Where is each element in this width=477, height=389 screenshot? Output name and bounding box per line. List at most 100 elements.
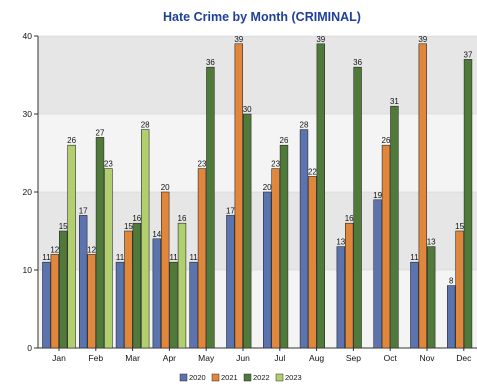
bar-2020-feb	[79, 215, 88, 349]
legend: 2020 2021 2022 2023	[179, 373, 302, 382]
data-label: 15	[455, 222, 464, 231]
bar-2022-jun	[243, 113, 252, 349]
x-tick-label: May	[198, 353, 215, 363]
data-label: 17	[79, 206, 88, 215]
data-label: 39	[316, 35, 325, 44]
data-label: 16	[178, 214, 187, 223]
bar-2020-nov	[410, 261, 419, 349]
data-label: 31	[390, 97, 399, 106]
bar-2022-sep	[353, 66, 362, 349]
bar-2023-apr	[177, 222, 187, 349]
bar-2020-dec	[446, 285, 456, 349]
bar-2021-jul	[271, 168, 280, 349]
data-label: 28	[141, 121, 150, 130]
data-label: 16	[345, 214, 354, 223]
bar-2022-may	[206, 66, 215, 349]
grid-band	[38, 36, 477, 114]
bar-2021-may	[197, 168, 207, 349]
bar-2020-sep	[336, 246, 345, 349]
bar-2022-jul	[279, 144, 289, 349]
y-tick-label: 40	[23, 31, 33, 41]
bar-2020-mar	[115, 261, 125, 349]
data-label: 15	[59, 222, 68, 231]
x-tick-label: Jun	[236, 353, 250, 363]
x-axis: Jan Feb Mar Apr May Jun Jul Aug Sep Oct Nov Dec	[38, 347, 477, 363]
x-tick-label: Sep	[346, 353, 361, 363]
legend-label-2020: 2020	[189, 373, 206, 382]
data-label: 26	[67, 136, 76, 145]
bar-2022-aug	[316, 43, 325, 349]
bar-2022-feb	[95, 137, 105, 349]
x-tick-label: Aug	[309, 353, 324, 363]
data-label: 30	[243, 105, 252, 114]
x-tick-label: Apr	[163, 353, 176, 363]
data-label: 20	[161, 183, 170, 192]
bar-2020-may	[189, 261, 198, 349]
data-label: 13	[427, 238, 436, 247]
legend-label-2023: 2023	[285, 373, 302, 382]
x-tick-label: Jul	[274, 353, 285, 363]
legend-swatch-2021	[211, 373, 220, 382]
data-label: 36	[206, 58, 215, 67]
bar-2023-mar	[141, 129, 150, 349]
x-tick-label: Nov	[419, 353, 435, 363]
data-label: 8	[449, 277, 454, 286]
data-label: 39	[234, 35, 243, 44]
bar-2020-apr	[152, 238, 161, 349]
bar-2021-jun	[234, 43, 243, 349]
data-labels: 1112152617122723111516281420111611233617…	[42, 35, 473, 286]
data-label: 26	[280, 136, 289, 145]
x-tick-label: Feb	[88, 353, 103, 363]
data-label: 37	[464, 50, 473, 59]
data-label: 23	[104, 160, 113, 169]
bar-2020-jun	[226, 215, 235, 349]
x-tick-label: Jan	[52, 353, 66, 363]
data-label: 11	[116, 253, 125, 262]
bar-2021-feb	[87, 254, 96, 349]
legend-swatch-2023	[275, 373, 284, 382]
data-label: 14	[152, 230, 161, 239]
data-label: 13	[336, 238, 345, 247]
data-label: 27	[96, 128, 105, 137]
bar-2021-dec	[455, 230, 464, 349]
bar-2022-apr	[169, 261, 178, 349]
y-tick-label: 20	[23, 187, 33, 197]
legend-swatch-2022	[243, 373, 252, 382]
data-label: 11	[169, 253, 178, 262]
data-label: 19	[373, 191, 382, 200]
data-label: 15	[124, 222, 133, 231]
bar-2021-nov	[418, 43, 427, 349]
x-tick-label: Mar	[125, 353, 140, 363]
data-label: 12	[87, 245, 96, 254]
y-tick-label: 30	[23, 109, 33, 119]
bar-2022-dec	[463, 59, 473, 349]
bar-2020-jul	[262, 191, 272, 349]
data-label: 11	[410, 253, 419, 262]
y-axis: 0 10 20 30 40	[23, 31, 39, 353]
bars	[42, 43, 473, 349]
bar-2021-jan	[50, 254, 60, 349]
data-label: 17	[226, 206, 235, 215]
bar-2022-nov	[426, 246, 436, 349]
data-label: 20	[263, 183, 272, 192]
data-label: 16	[132, 214, 141, 223]
bar-2020-jan	[42, 261, 51, 349]
data-label: 11	[42, 253, 51, 262]
bar-2020-aug	[299, 129, 309, 349]
data-label: 12	[50, 245, 59, 254]
chart-title: Hate Crime by Month (CRIMINAL)	[163, 10, 361, 24]
data-label: 26	[382, 136, 391, 145]
bar-2021-oct	[381, 144, 391, 349]
data-label: 23	[198, 160, 207, 169]
bar-2020-oct	[373, 199, 382, 349]
data-label: 11	[189, 253, 198, 262]
x-tick-label: Dec	[456, 353, 472, 363]
bar-2022-mar	[132, 222, 141, 349]
data-label: 39	[418, 35, 427, 44]
data-label: 28	[300, 121, 309, 130]
legend-label-2022: 2022	[253, 373, 270, 382]
x-tick-label: Oct	[384, 353, 398, 363]
bar-2021-sep	[344, 222, 354, 349]
bar-2021-apr	[161, 191, 170, 349]
